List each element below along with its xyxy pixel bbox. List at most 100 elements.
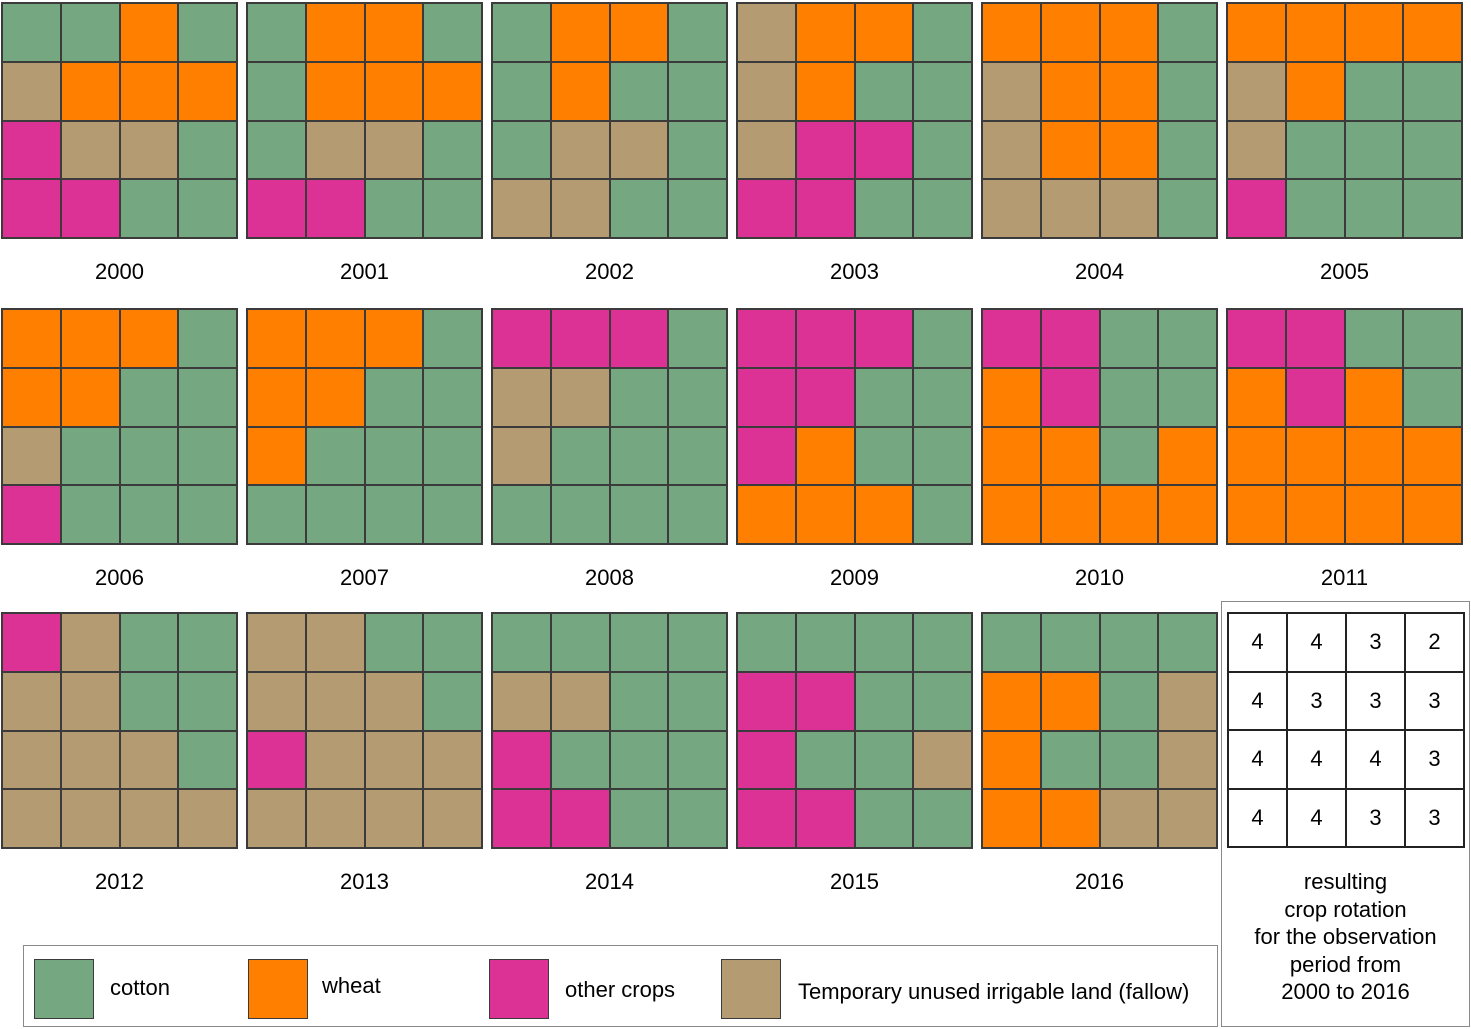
field-cell bbox=[1344, 179, 1404, 238]
year-label: 2011 bbox=[1320, 565, 1369, 590]
year-label: 2004 bbox=[1075, 259, 1124, 284]
field-cell bbox=[668, 426, 727, 486]
field-cell bbox=[247, 367, 306, 427]
legend-label-fallow: Temporary unused irrigable land (fallow) bbox=[798, 979, 1190, 1004]
field-cell bbox=[2, 426, 61, 486]
field-cell bbox=[854, 485, 914, 544]
crop-grid bbox=[1226, 308, 1463, 545]
field-cell bbox=[178, 730, 237, 790]
field-cell bbox=[305, 671, 365, 731]
field-cell bbox=[1227, 3, 1286, 62]
field-cell bbox=[1158, 671, 1217, 731]
field-cell bbox=[1099, 485, 1159, 544]
field-cell bbox=[364, 730, 424, 790]
field-cell bbox=[1099, 730, 1159, 790]
year-panel: 2004 bbox=[981, 2, 1218, 284]
crop-grid bbox=[491, 612, 728, 849]
field-cell bbox=[1099, 179, 1159, 238]
crop-grid bbox=[981, 612, 1218, 849]
field-cell bbox=[913, 367, 972, 427]
field-cell bbox=[1099, 671, 1159, 731]
field-cell bbox=[609, 61, 669, 121]
crop-grid bbox=[246, 308, 483, 545]
field-cell bbox=[364, 3, 424, 62]
caption-line: resulting bbox=[1303, 869, 1388, 894]
field-cell bbox=[854, 120, 914, 180]
field-cell bbox=[119, 309, 179, 368]
rotation-count-cell: 4 bbox=[1287, 730, 1346, 789]
field-cell bbox=[423, 367, 482, 427]
rotation-count-cell: 3 bbox=[1346, 788, 1405, 847]
field-cell bbox=[1040, 3, 1100, 62]
field-cell bbox=[60, 671, 120, 731]
rotation-count-cell: 3 bbox=[1405, 671, 1464, 730]
field-cell bbox=[982, 789, 1041, 848]
field-cell bbox=[492, 730, 551, 790]
field-cell bbox=[737, 789, 796, 848]
field-cell bbox=[982, 309, 1041, 368]
field-cell bbox=[609, 789, 669, 848]
field-cell bbox=[60, 789, 120, 848]
field-cell bbox=[119, 61, 179, 121]
field-cell bbox=[364, 179, 424, 238]
field-cell bbox=[1285, 61, 1345, 121]
field-cell bbox=[247, 61, 306, 121]
year-label: 2014 bbox=[585, 869, 634, 894]
field-cell bbox=[668, 613, 727, 672]
field-cell bbox=[178, 120, 237, 180]
field-cell bbox=[1099, 789, 1159, 848]
year-panel: 2015 bbox=[736, 612, 973, 894]
year-label: 2003 bbox=[830, 259, 879, 284]
field-cell bbox=[1158, 730, 1217, 790]
field-cell bbox=[423, 61, 482, 121]
year-panel: 2016 bbox=[981, 612, 1218, 894]
year-panel: 2006 bbox=[1, 308, 238, 590]
field-cell bbox=[913, 613, 972, 672]
field-cell bbox=[2, 671, 61, 731]
legend-swatch-wheat bbox=[248, 959, 308, 1019]
rotation-count-cell: 4 bbox=[1228, 730, 1287, 789]
field-cell bbox=[737, 426, 796, 486]
field-cell bbox=[609, 3, 669, 62]
field-cell bbox=[913, 789, 972, 848]
field-cell bbox=[913, 671, 972, 731]
field-cell bbox=[1403, 367, 1462, 427]
field-cell bbox=[1040, 671, 1100, 731]
field-cell bbox=[913, 485, 972, 544]
field-cell bbox=[795, 120, 855, 180]
field-cell bbox=[423, 485, 482, 544]
field-cell bbox=[2, 179, 61, 238]
field-cell bbox=[668, 789, 727, 848]
field-cell bbox=[178, 613, 237, 672]
field-cell bbox=[1344, 309, 1404, 368]
field-cell bbox=[609, 179, 669, 238]
field-cell bbox=[1344, 3, 1404, 62]
field-cell bbox=[60, 426, 120, 486]
year-label: 2001 bbox=[340, 259, 389, 284]
field-cell bbox=[1158, 789, 1217, 848]
field-cell bbox=[795, 426, 855, 486]
year-panel: 2001 bbox=[246, 2, 483, 284]
field-cell bbox=[1285, 179, 1345, 238]
field-cell bbox=[1227, 485, 1286, 544]
field-cell bbox=[609, 730, 669, 790]
year-label: 2012 bbox=[95, 869, 144, 894]
crop-grid bbox=[736, 612, 973, 849]
field-cell bbox=[550, 120, 610, 180]
field-cell bbox=[1344, 61, 1404, 121]
field-cell bbox=[423, 613, 482, 672]
field-cell bbox=[364, 120, 424, 180]
rotation-count-cell: 4 bbox=[1346, 730, 1405, 789]
field-cell bbox=[795, 309, 855, 368]
field-cell bbox=[1099, 309, 1159, 368]
field-cell bbox=[737, 613, 796, 672]
field-cell bbox=[1158, 485, 1217, 544]
field-cell bbox=[737, 485, 796, 544]
field-cell bbox=[1099, 426, 1159, 486]
field-cell bbox=[492, 671, 551, 731]
field-cell bbox=[1227, 179, 1286, 238]
field-cell bbox=[1158, 120, 1217, 180]
field-cell bbox=[119, 485, 179, 544]
field-cell bbox=[609, 485, 669, 544]
field-cell bbox=[1158, 367, 1217, 427]
